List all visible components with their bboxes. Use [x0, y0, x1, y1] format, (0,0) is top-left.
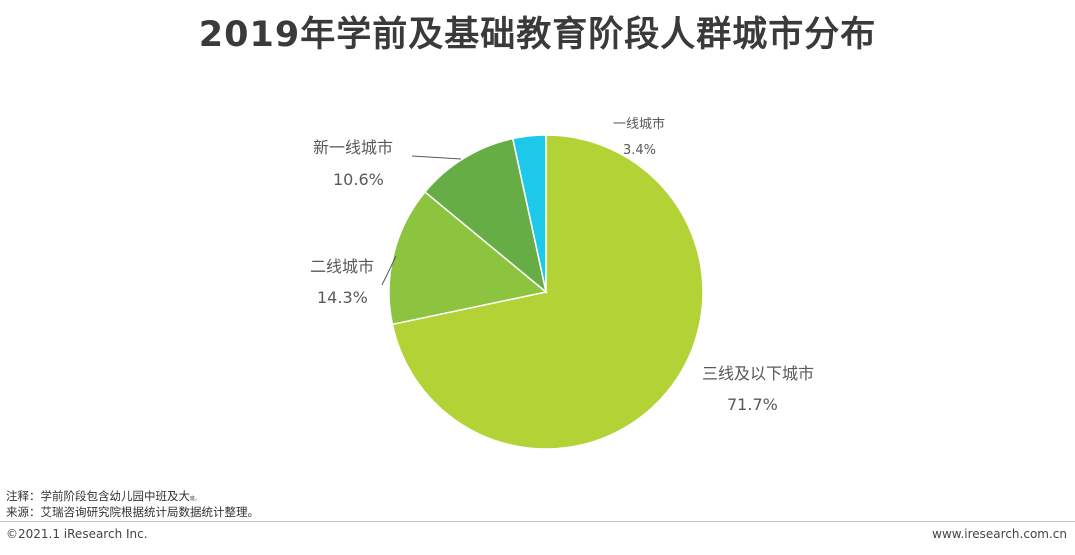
chart-title: 2019年学前及基础教育阶段人群城市分布: [198, 15, 877, 55]
leader-line-tier2: [381, 255, 397, 286]
slice-label-tier3-name: 三线及以下城市: [702, 364, 814, 383]
source-text: 来源：艾瑞咨询研究院根据统计局数据统计整理。: [6, 505, 259, 519]
slice-label-tier2-name: 二线城市: [310, 257, 374, 276]
footer-divider: [0, 521, 1075, 522]
slice-label-tier1-value: 3.4%: [623, 143, 656, 158]
note-text: 注释：学前阶段包含幼儿园中班及大班。: [6, 489, 201, 503]
slice-label-tier2-value: 14.3%: [317, 288, 368, 307]
slice-tier3: [391, 134, 704, 450]
slice-new-tier1: [423, 137, 548, 294]
footer-copyright: ©2021.1 iResearch Inc.: [6, 527, 148, 541]
slice-label-new-tier1-value: 10.6%: [333, 170, 384, 189]
slice-label-new-tier1-name: 新一线城市: [313, 138, 393, 157]
slice-tier2: [388, 190, 548, 326]
leader-line-new-tier1: [411, 155, 462, 160]
pie-chart: 一线城市 3.4% 新一线城市 10.6% 二线城市 14.3% 三线及以下城市…: [310, 116, 814, 450]
footer-website[interactable]: www.iresearch.com.cn: [932, 527, 1067, 541]
slice-label-tier3-value: 71.7%: [727, 395, 778, 414]
slice-label-tier1-name: 一线城市: [613, 116, 665, 132]
